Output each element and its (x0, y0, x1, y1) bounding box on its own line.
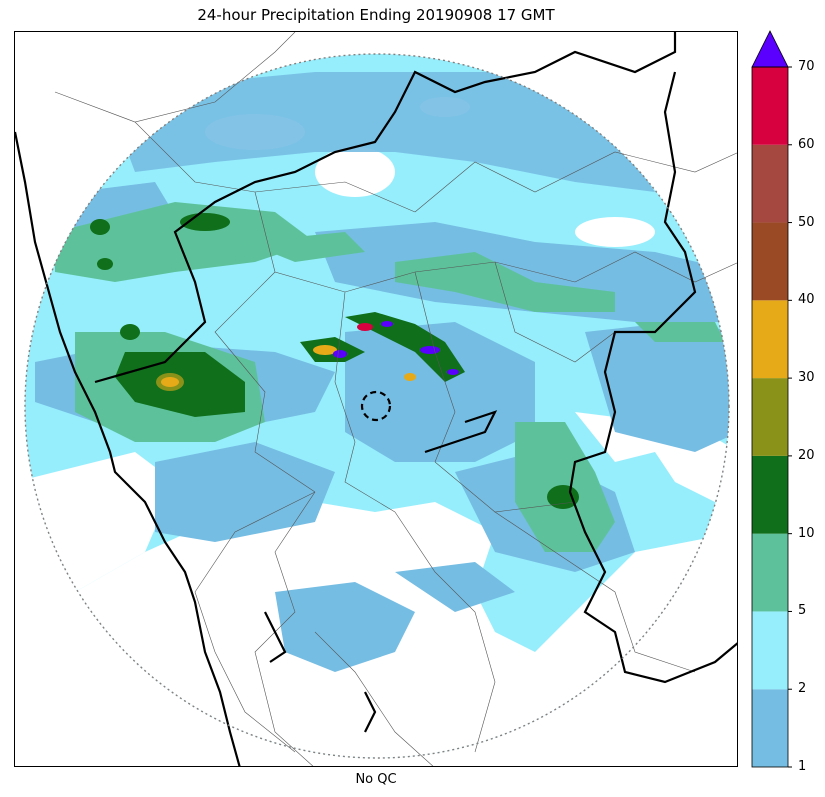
colorbar-tick-label: 1 (798, 759, 807, 774)
colorbar-segment (752, 300, 788, 379)
colorbar-tick-label: 5 (798, 603, 807, 619)
precipitation-field (25, 54, 729, 758)
colorbar-segment (752, 533, 788, 612)
colorbar-segment (752, 222, 788, 301)
colorbar-extend-arrow (751, 30, 789, 68)
colorbar-tick-label: 70 (798, 59, 815, 74)
district-borders (54, 32, 737, 766)
radar-range-ring (24, 53, 730, 759)
colorbar-tick-label: 40 (798, 292, 815, 308)
map-xlabel: No QC (355, 772, 397, 787)
colorbar (751, 30, 792, 768)
colorbar-tick-label: 50 (798, 214, 815, 230)
radar-precipitation-map (14, 31, 738, 767)
map-title: 24-hour Precipitation Ending 20190908 17… (197, 6, 555, 24)
colorbar-segment (752, 689, 788, 767)
colorbar-tick-label: 20 (798, 447, 815, 463)
colorbar-svg (751, 30, 792, 768)
colorbar-tick-label: 60 (798, 136, 815, 152)
radar-site-marker (360, 390, 392, 422)
precip-20-40-cells (156, 373, 184, 391)
colorbar-tick-label: 30 (798, 370, 815, 386)
coastline-state-borders (15, 32, 737, 766)
colorbar-segment (752, 67, 788, 145)
colorbar-segment (752, 144, 788, 223)
convective-cells (300, 312, 465, 382)
colorbar-outline (751, 66, 789, 768)
map-canvas (15, 32, 737, 766)
colorbar-segment (752, 378, 788, 456)
colorbar-segment (752, 611, 788, 690)
colorbar-tick-label: 2 (798, 681, 807, 697)
colorbar-segment (752, 455, 788, 534)
colorbar-tick-label: 10 (798, 525, 815, 541)
